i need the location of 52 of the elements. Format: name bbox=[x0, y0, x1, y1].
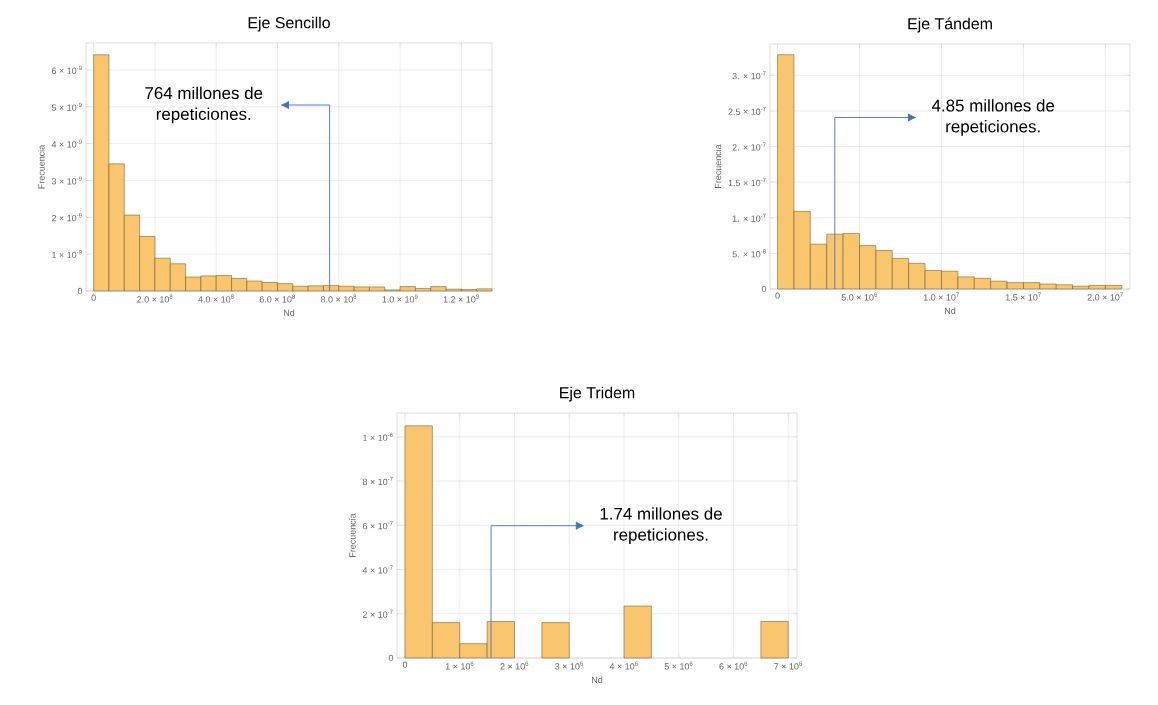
y-tick-label: 3 × 10$^{-9}$ bbox=[51, 176, 82, 185]
y-tick-label: 2 × 10$^{-9}$ bbox=[51, 213, 82, 222]
y-tick-label: 4 × 10$^{-7}$ bbox=[362, 565, 393, 574]
y-tick-label: 8 × 10$^{-7}$ bbox=[362, 477, 393, 486]
annotation: 764 millones de repeticiones. bbox=[145, 86, 263, 124]
x-tick-label: 7 × 10$^{6}$ bbox=[774, 661, 802, 670]
x-tick-label: 0 bbox=[775, 292, 780, 299]
y-tick-label: 5 × 10$^{-9}$ bbox=[51, 102, 82, 111]
y-tick-label: 1. × 10$^{-7}$ bbox=[732, 213, 766, 222]
y-axis-title: Frecuencia bbox=[38, 144, 45, 189]
x-tick-label: 1 × 10$^{6}$ bbox=[445, 661, 474, 670]
y-tick-label: 4 × 10$^{-9}$ bbox=[51, 139, 82, 148]
x-tick-label: 4 × 10$^{6}$ bbox=[609, 661, 638, 670]
x-tick-label: 0 bbox=[402, 661, 408, 668]
x-tick-label: 1.2 × 10$^{9}$ bbox=[443, 294, 479, 303]
annotation: 1.74 millones de repeticiones. bbox=[600, 507, 722, 545]
y-tick-label: 5. × 10$^{-8}$ bbox=[732, 249, 766, 258]
x-axis-title: Nd bbox=[945, 307, 956, 315]
x-tick-label: 6 × 10$^{6}$ bbox=[719, 661, 748, 670]
x-tick-label: 2.0 × 10$^{8}$ bbox=[137, 294, 173, 303]
y-tick-label: 2.5 × 10$^{-7}$ bbox=[728, 106, 766, 115]
x-tick-label: 1.0 × 10$^{7}$ bbox=[923, 292, 959, 301]
y-tick-label: 2 × 10$^{-7}$ bbox=[362, 609, 393, 618]
x-tick-label: 2 × 10$^{6}$ bbox=[500, 661, 529, 670]
chart-title: Eje Tridem bbox=[560, 386, 635, 402]
y-tick-label: 1.5 × 10$^{-7}$ bbox=[728, 178, 766, 187]
x-axis-title: Nd bbox=[284, 309, 295, 317]
x-tick-label: 1.5 × 10$^{7}$ bbox=[1005, 292, 1041, 301]
y-tick-label: 2. × 10$^{-7}$ bbox=[732, 142, 766, 151]
y-tick-label: 6 × 10$^{-7}$ bbox=[362, 521, 393, 530]
y-tick-label: 0 bbox=[761, 285, 767, 293]
chart-title: Eje Tándem bbox=[908, 17, 992, 33]
y-tick-label: 1 × 10$^{-9}$ bbox=[52, 250, 82, 259]
y-tick-label: 3. × 10$^{-7}$ bbox=[732, 71, 766, 80]
x-tick-label: 6.0 × 10$^{8}$ bbox=[259, 294, 295, 303]
x-tick-label: 8.0 × 10$^{8}$ bbox=[320, 294, 357, 303]
x-tick-label: 5.0 × 10$^{6}$ bbox=[841, 292, 877, 301]
annotation: 4.85 millones de repeticiones. bbox=[931, 99, 1055, 136]
x-tick-label: 1.0 × 10$^{9}$ bbox=[382, 294, 418, 303]
x-tick-label: 4.0 × 10$^{8}$ bbox=[198, 294, 234, 303]
y-axis-title: Frecuencia bbox=[714, 144, 722, 188]
x-axis-title: Nd bbox=[592, 676, 603, 684]
y-tick-label: 0 bbox=[77, 287, 83, 295]
chart-title: Eje Sencillo bbox=[248, 16, 330, 32]
x-tick-label: 2.0 × 10$^{7}$ bbox=[1087, 292, 1123, 301]
x-tick-label: 0 bbox=[91, 294, 96, 301]
y-axis-title: Frecuencia bbox=[349, 513, 356, 557]
x-tick-label: 5 × 10$^{6}$ bbox=[664, 661, 693, 670]
x-tick-label: 3 × 10$^{6}$ bbox=[555, 661, 583, 670]
y-tick-label: 6 × 10$^{-9}$ bbox=[51, 65, 82, 74]
y-tick-label: 0 bbox=[388, 654, 394, 662]
y-tick-label: 1 × 10$^{-6}$ bbox=[363, 432, 393, 441]
